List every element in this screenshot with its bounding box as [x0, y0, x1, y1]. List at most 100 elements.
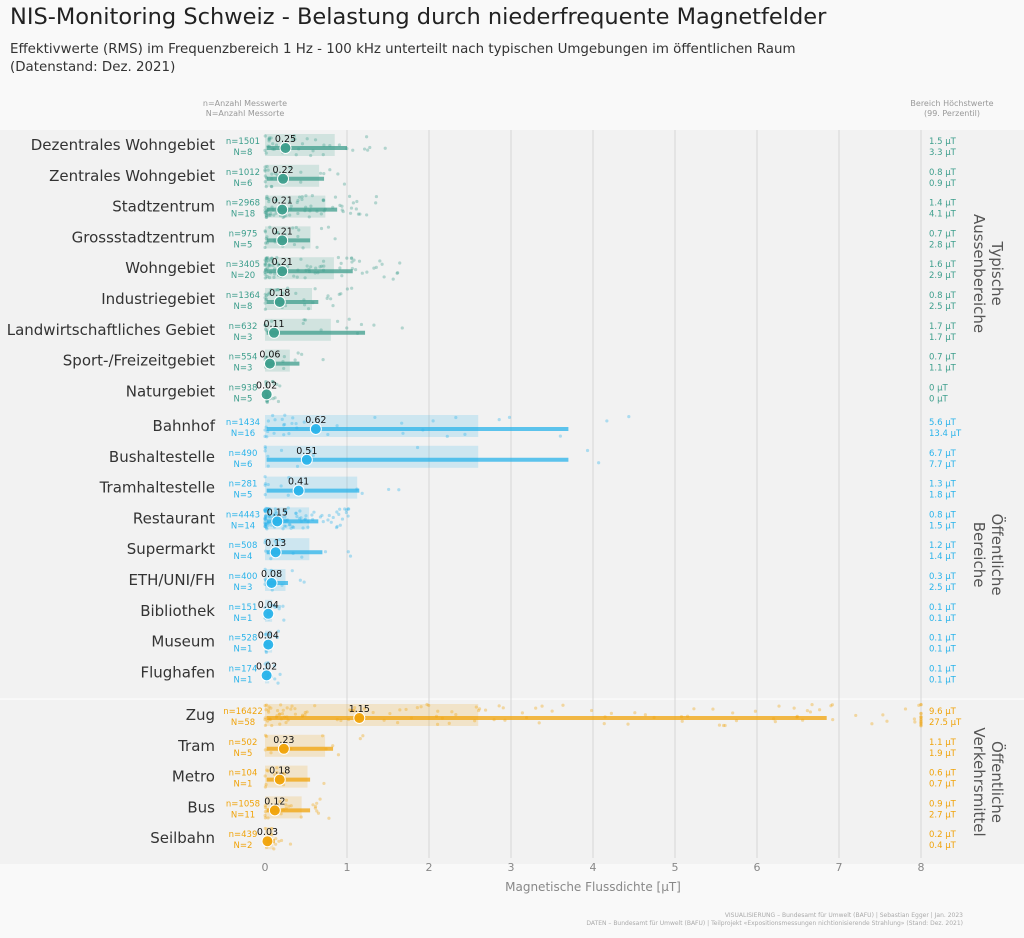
measurement-point — [436, 709, 440, 713]
measurement-point — [397, 488, 401, 492]
measurement-point — [474, 705, 478, 709]
measurement-point — [263, 165, 267, 169]
measurement-point — [278, 712, 282, 716]
measurement-point — [520, 711, 525, 715]
measurement-point — [294, 421, 298, 426]
measurement-point — [717, 723, 722, 727]
row-high-1: 0.7 µT — [929, 229, 957, 239]
measurement-point — [270, 256, 274, 261]
group-panel — [0, 700, 1024, 864]
measurement-point — [353, 268, 358, 272]
row-high-1: 0.1 µT — [929, 634, 957, 644]
measurement-point — [264, 211, 269, 215]
measurement-point — [351, 708, 355, 713]
measurement-point — [265, 768, 269, 772]
measurement-point — [435, 722, 440, 727]
measurement-point — [279, 703, 283, 707]
measurement-point — [344, 508, 349, 512]
row-count-n: n=508 — [229, 541, 258, 551]
measurement-point — [263, 810, 268, 814]
measurement-point — [270, 256, 274, 260]
measurement-point — [267, 259, 271, 263]
measurement-point — [306, 525, 310, 529]
row-label: Zentrales Wohngebiet — [49, 167, 215, 185]
measurement-point — [271, 397, 275, 401]
measurement-point — [270, 379, 274, 384]
measurement-point — [396, 721, 400, 725]
measurement-point — [267, 510, 271, 514]
measurement-point — [282, 433, 286, 437]
measurement-point — [269, 288, 273, 292]
measurement-point — [290, 421, 294, 426]
measurement-point — [283, 515, 287, 519]
measurement-point — [336, 172, 340, 176]
measurement-point — [273, 418, 277, 422]
measurement-point — [263, 718, 267, 722]
measurement-point — [299, 516, 303, 520]
measurement-point — [289, 804, 293, 808]
measurement-point — [275, 542, 279, 546]
measurement-point — [365, 213, 369, 217]
row-label: Naturgebiet — [126, 382, 215, 400]
median-marker — [271, 515, 284, 528]
measurement-point — [266, 523, 270, 527]
measurement-point — [281, 539, 285, 543]
measurement-point — [293, 137, 297, 141]
measurement-point — [270, 184, 274, 189]
measurement-point — [263, 148, 267, 152]
measurement-point — [337, 512, 341, 516]
measurement-point — [263, 522, 267, 526]
row-high-2: 1.8 µT — [929, 491, 957, 501]
measurement-point — [919, 711, 923, 715]
measurement-point — [264, 298, 268, 302]
median-label: 0.21 — [272, 196, 293, 207]
measurement-point — [301, 246, 305, 250]
measurement-point — [264, 523, 268, 527]
measurement-point — [274, 511, 278, 515]
measurement-point — [338, 266, 342, 270]
measurement-point — [270, 172, 274, 176]
row-count-n: n=439 — [229, 830, 258, 840]
measurement-point — [263, 516, 267, 520]
row-count-N: N=5 — [234, 240, 253, 250]
measurement-point — [398, 708, 402, 712]
row-count-N: N=3 — [234, 364, 253, 374]
measurement-point — [352, 258, 356, 262]
measurement-point — [919, 721, 923, 725]
median-marker — [263, 357, 276, 370]
measurement-point — [400, 421, 404, 425]
measurement-point — [919, 722, 923, 726]
row-high-1: 1.6 µT — [929, 260, 957, 270]
measurement-point — [283, 509, 288, 514]
measurement-point — [287, 475, 291, 480]
row-label: Supermarkt — [127, 540, 215, 558]
measurement-point — [327, 513, 331, 518]
measurement-point — [269, 706, 273, 710]
distribution-band — [265, 318, 331, 341]
measurement-point — [263, 245, 267, 250]
measurement-point — [269, 568, 273, 572]
measurement-point — [427, 703, 431, 708]
median-label: 0.23 — [273, 735, 294, 746]
measurement-point — [273, 507, 277, 511]
measurement-point — [356, 212, 361, 216]
measurement-point — [344, 511, 348, 515]
measurement-point — [477, 708, 481, 713]
measurement-point — [264, 522, 268, 527]
measurement-point — [263, 508, 267, 512]
measurement-point — [315, 801, 319, 805]
measurement-point — [264, 515, 268, 519]
measurement-point — [263, 804, 267, 808]
distribution-band — [265, 704, 479, 726]
measurement-point — [339, 292, 343, 296]
measurement-point — [289, 707, 293, 711]
measurement-point — [272, 603, 276, 607]
measurement-point — [270, 603, 274, 608]
measurement-point — [303, 710, 307, 715]
measurement-point — [388, 711, 392, 716]
measurement-point — [303, 318, 307, 322]
measurement-point — [263, 301, 267, 305]
measurement-point — [919, 711, 923, 716]
measurement-point — [313, 138, 318, 142]
